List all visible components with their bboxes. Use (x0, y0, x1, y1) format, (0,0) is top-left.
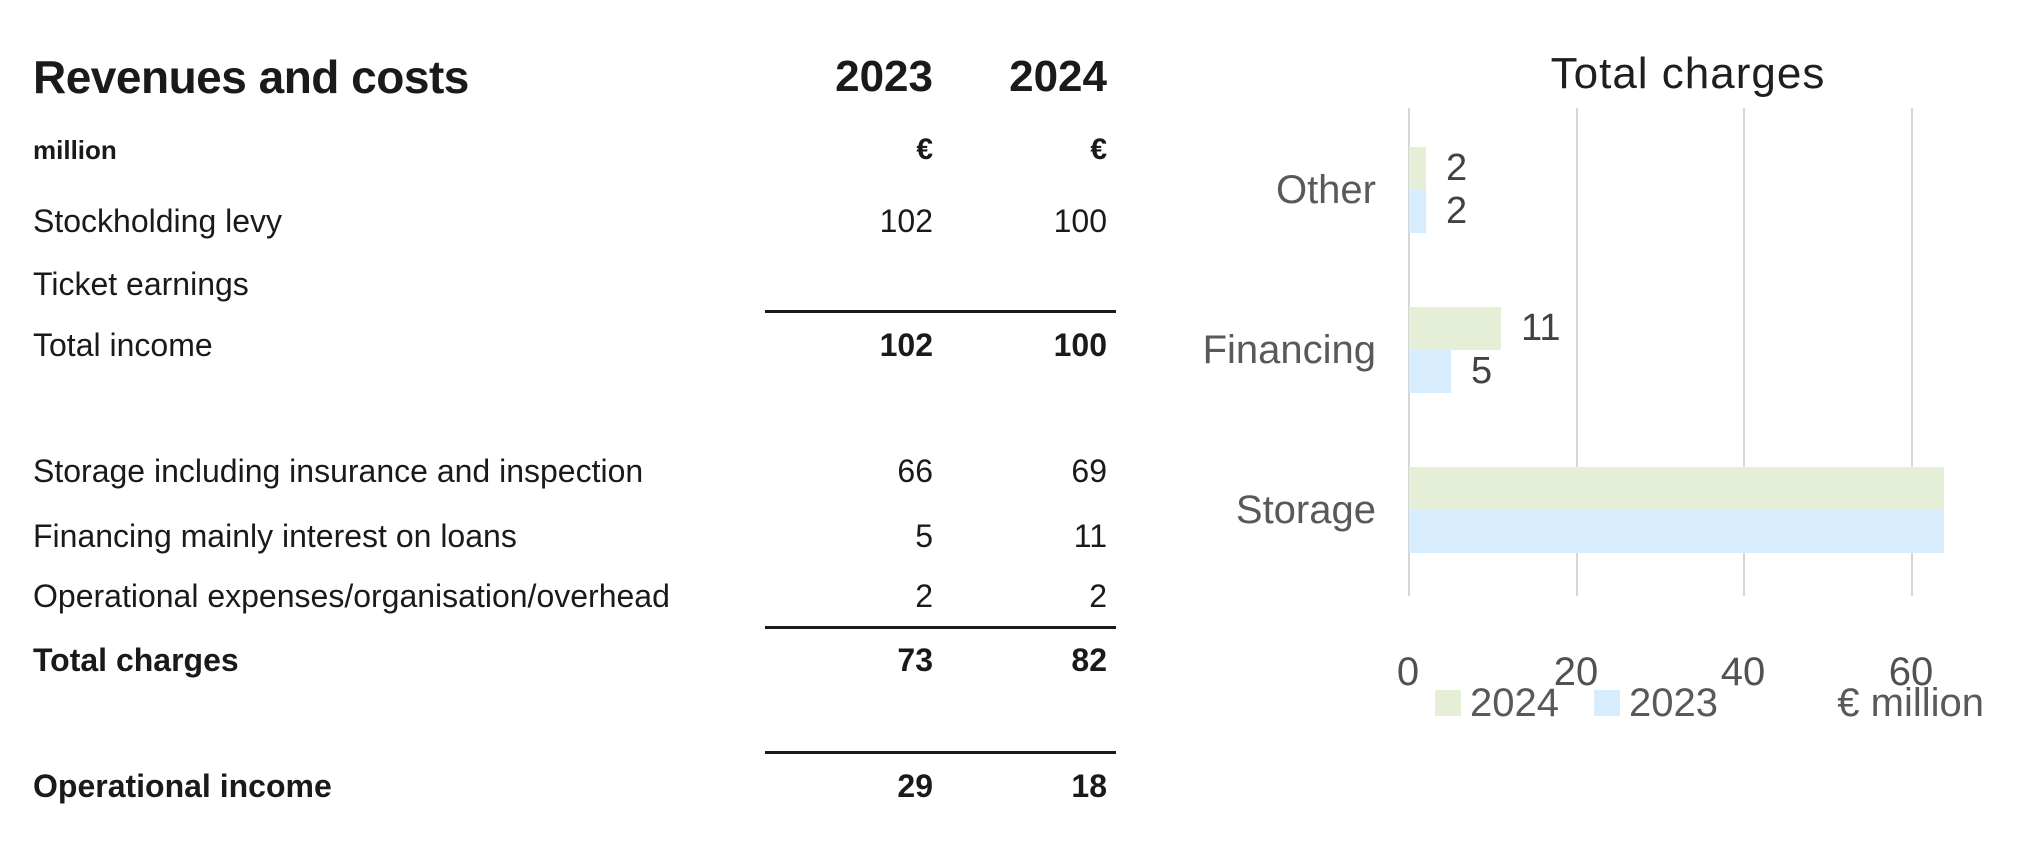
row-label: Stockholding levy (33, 203, 283, 239)
row-value-2024: 69 (1071, 453, 1107, 489)
row-label: Financing mainly interest on loans (33, 518, 517, 554)
category-label-financing: Financing (1202, 328, 1376, 372)
table-row: Operational expenses/organisation/overhe… (0, 574, 1130, 618)
row-value-2024: 100 (1053, 203, 1107, 239)
row-value-2024: 18 (1071, 768, 1107, 804)
bar-2024-other (1409, 147, 1426, 190)
column-header-2024: 2024 (1009, 52, 1107, 101)
row-value-2023: 29 (897, 768, 933, 804)
row-label: Operational income (33, 768, 332, 804)
row-value-2023: 2 (915, 578, 933, 614)
bar-2023-financing (1409, 350, 1451, 393)
currency-header-2024: € (1090, 133, 1107, 166)
row-label: Operational expenses/organisation/overhe… (33, 578, 670, 614)
bar-value-label: 2 (1446, 147, 1468, 189)
x-axis-unit-label: € million (1837, 681, 1984, 725)
currency-header-2023: € (916, 133, 933, 166)
x-tick-label: 20 (1553, 650, 1599, 694)
row-value-2024: 11 (1073, 518, 1107, 554)
table-row: Storage including insurance and inspecti… (0, 449, 1130, 493)
sum-rule-line (765, 310, 1116, 313)
legend-swatch-2024 (1435, 690, 1461, 716)
table-row: Financing mainly interest on loans 5 11 (0, 514, 1130, 558)
row-value-2023: 73 (897, 642, 933, 678)
bar-value-label: 5 (1471, 350, 1493, 392)
x-tick-label: 40 (1720, 650, 1766, 694)
bar-2024-financing (1409, 307, 1501, 350)
x-tick-label: 60 (1888, 650, 1934, 694)
legend-label-2023: 2023 (1629, 681, 1718, 725)
table-unit-label: million (33, 135, 117, 165)
category-label-storage: Storage (1235, 488, 1376, 532)
chart-title: Total charges (1550, 49, 1826, 98)
gridline (1743, 108, 1745, 596)
legend-label-2024: 2024 (1470, 681, 1559, 725)
bar-value-label: 2 (1446, 190, 1468, 232)
row-value-2023: 102 (879, 203, 933, 239)
x-tick-label: 0 (1396, 650, 1420, 694)
row-label: Storage including insurance and inspecti… (33, 453, 644, 489)
table-title: Revenues and costs (33, 51, 469, 103)
row-value-2024: 2 (1089, 578, 1107, 614)
table-row: Total income 102 100 (0, 323, 1130, 367)
bar-2023-other (1409, 190, 1426, 233)
row-value-2023: 66 (897, 453, 933, 489)
row-value-2023: 5 (915, 518, 933, 554)
row-label: Ticket earnings (33, 266, 249, 302)
gridline (1576, 108, 1578, 596)
bar-2024-storage (1409, 467, 1944, 510)
table-row: Operational income 29 18 (0, 764, 1130, 808)
row-value-2024: 100 (1053, 327, 1107, 363)
bar-2023-storage (1409, 510, 1944, 553)
row-label: Total charges (33, 642, 239, 678)
gridline (1911, 108, 1913, 596)
row-label: Total income (33, 327, 213, 363)
chart-plot-area: 2 2 11 5 (1408, 108, 1944, 596)
category-label-other: Other (1275, 168, 1376, 212)
legend-swatch-2023 (1594, 690, 1620, 716)
sum-rule-line (765, 626, 1116, 629)
table-row: Ticket earnings (0, 262, 1130, 306)
column-header-2023: 2023 (835, 52, 933, 101)
table-row: Stockholding levy 102 100 (0, 199, 1130, 243)
sum-rule-line (765, 751, 1116, 754)
row-value-2023: 102 (879, 327, 933, 363)
bar-value-label: 11 (1521, 307, 1561, 349)
table-row: Total charges 73 82 (0, 638, 1130, 682)
row-value-2024: 82 (1071, 642, 1107, 678)
